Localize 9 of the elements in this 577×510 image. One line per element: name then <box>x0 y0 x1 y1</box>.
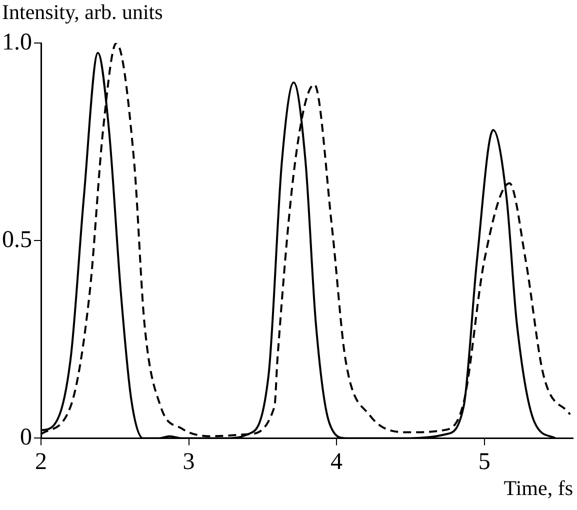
x-tick-label: 2 <box>35 448 47 475</box>
y-axis-title: Intensity, arb. units <box>2 0 163 25</box>
y-tick-label: 0.5 <box>2 226 32 253</box>
y-tick-label: 1.0 <box>2 29 32 56</box>
x-tick-label: 3 <box>182 448 195 475</box>
y-tick-label: 0 <box>20 424 32 450</box>
x-tick-label: 4 <box>330 448 343 475</box>
x-tick-label: 5 <box>478 448 490 475</box>
x-axis-title: Time, fs <box>504 476 573 501</box>
